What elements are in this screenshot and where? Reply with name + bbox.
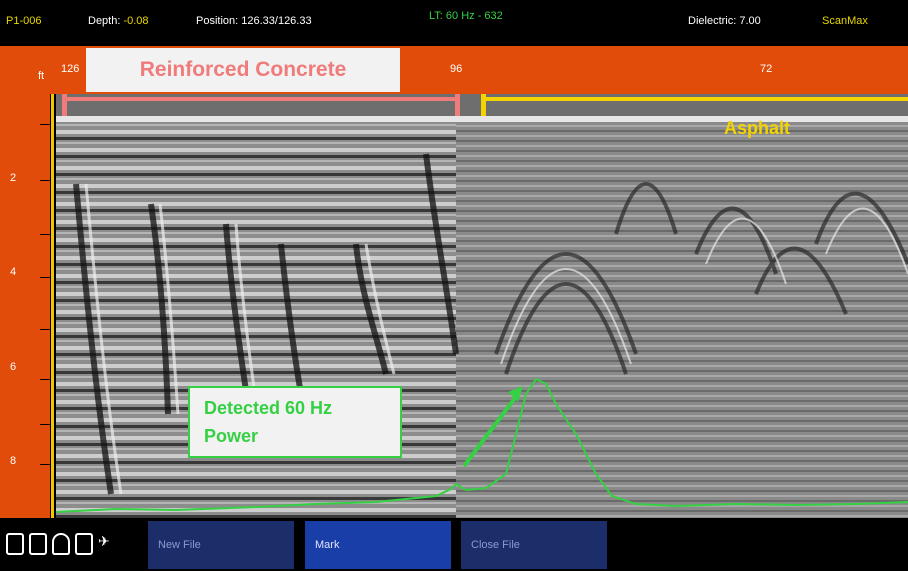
depth-minor-tick	[40, 124, 50, 125]
depth-minor-tick	[40, 180, 50, 181]
brand-label: ScanMax	[822, 15, 868, 27]
asphalt-label: Asphalt	[724, 118, 791, 138]
storage-icon	[29, 533, 47, 555]
ruler-label-72: 72	[760, 63, 773, 75]
close-file-button[interactable]: Close File	[461, 521, 607, 569]
asphalt-bracket-left	[481, 94, 486, 116]
lt-readout: LT: 60 Hz - 632	[429, 10, 503, 22]
depth-minor-tick	[40, 277, 50, 278]
depth-minor-tick	[40, 424, 50, 425]
depth-readout: Depth: -0.08	[88, 15, 149, 27]
power-trace	[56, 377, 908, 513]
depth-minor-tick	[40, 379, 50, 380]
concrete-bracket-right	[455, 94, 460, 116]
unit-label: ft	[38, 70, 45, 82]
battery-icon	[6, 533, 24, 555]
detected-label-line2: Power	[204, 426, 259, 446]
position-readout: Position: 126.33/126.33	[196, 15, 312, 27]
pointer-arrow	[462, 392, 520, 468]
detected-power-box: Detected 60 Hz Power	[188, 386, 402, 458]
ruler-label-96: 96	[450, 63, 463, 75]
concrete-label: Reinforced Concrete	[139, 58, 347, 81]
depth-tick-8: 8	[10, 455, 17, 467]
dielectric-readout: Dielectric: 7.00	[688, 15, 761, 27]
concrete-label-box: Reinforced Concrete	[86, 48, 400, 92]
concrete-bracket-left	[62, 94, 67, 116]
distance-ruler: 126 ft 96 72 Reinforced Concrete	[0, 46, 908, 94]
bottom-toolbar: ✈ New File Mark Close File	[0, 518, 908, 571]
asphalt-bracket	[481, 97, 908, 101]
wifi-icon	[52, 533, 70, 555]
depth-value: -0.08	[123, 15, 149, 27]
new-file-button[interactable]: New File	[148, 521, 294, 569]
ruler-label-126: 126	[61, 63, 80, 75]
detected-label-line1: Detected 60 Hz	[204, 398, 333, 418]
depth-axis: 2 4 6 8	[0, 94, 50, 518]
depth-tick-2: 2	[10, 172, 17, 184]
depth-tick-6: 6	[10, 361, 17, 373]
pointer-arrow-head	[508, 386, 523, 402]
radar-scan[interactable]	[56, 94, 908, 518]
mark-button[interactable]: Mark	[305, 521, 451, 569]
scan-image	[56, 94, 908, 518]
depth-minor-tick	[40, 329, 50, 330]
power-icon	[75, 533, 93, 555]
depth-tick-4: 4	[10, 266, 17, 278]
satellite-icon: ✈	[98, 533, 110, 549]
depth-axis-line	[51, 94, 54, 518]
depth-minor-tick	[40, 464, 50, 465]
file-name: P1-006	[6, 15, 42, 27]
status-icons: ✈	[6, 533, 116, 555]
concrete-bracket	[62, 97, 460, 101]
status-bar: P1-006 Depth: -0.08 Position: 126.33/126…	[0, 0, 908, 46]
depth-minor-tick	[40, 234, 50, 235]
